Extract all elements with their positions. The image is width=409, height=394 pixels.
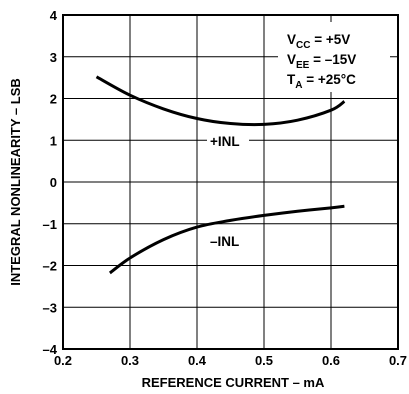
ta-main: T <box>287 72 296 87</box>
x-tick-label: 0.6 <box>322 353 340 368</box>
x-tick-label: 0.4 <box>188 353 207 368</box>
label-bg-plus-inl <box>207 131 249 151</box>
ta-rest: = +25°C <box>302 72 356 87</box>
y-tick-label: 3 <box>50 50 57 65</box>
plot-frame <box>62 14 399 350</box>
y-tick-label: 2 <box>50 92 57 107</box>
y-tick-label: –2 <box>43 259 57 274</box>
x-tick-label: 0.3 <box>121 353 139 368</box>
y-tick-label: 1 <box>50 133 57 148</box>
y-tick-label: 4 <box>50 8 58 23</box>
y-tick-labels: 4 3 2 1 0 –1 –2 –3 –4 <box>43 8 58 357</box>
y-tick-label: –4 <box>43 342 58 357</box>
grid <box>63 15 398 349</box>
series-label-minus-inl: –INL <box>210 234 239 249</box>
series-label-plus-inl: +INL <box>210 134 240 149</box>
y-axis-label: INTEGRAL NONLINEARITY – LSB <box>8 78 23 286</box>
series-line-minus-inl <box>108 204 345 275</box>
vee-rest: = –15V <box>309 52 356 67</box>
vcc-sub: CC <box>296 40 310 51</box>
y-tick-label: –1 <box>43 217 57 232</box>
x-tick-label: 0.5 <box>255 353 273 368</box>
conditions-box <box>278 22 390 92</box>
x-tick-label: 0.7 <box>389 353 407 368</box>
vcc-main: V <box>287 32 296 47</box>
label-bg-minus-inl <box>207 231 249 251</box>
condition-ta: TA = +25°C <box>287 72 356 91</box>
condition-vcc: VCC = +5V <box>287 32 350 51</box>
y-tick-label: –3 <box>43 300 57 315</box>
x-tick-labels: 0.2 0.3 0.4 0.5 0.6 0.7 <box>54 353 407 368</box>
y-tick-label: 0 <box>50 175 57 190</box>
vee-sub: EE <box>296 60 310 71</box>
ta-sub: A <box>295 80 302 91</box>
x-tick-label: 0.2 <box>54 353 72 368</box>
x-axis-label: REFERENCE CURRENT – mA <box>142 375 325 390</box>
vee-main: V <box>287 52 296 67</box>
vcc-rest: = +5V <box>310 32 350 47</box>
condition-vee: VEE = –15V <box>287 52 356 71</box>
series-line-plus-inl <box>95 75 346 127</box>
